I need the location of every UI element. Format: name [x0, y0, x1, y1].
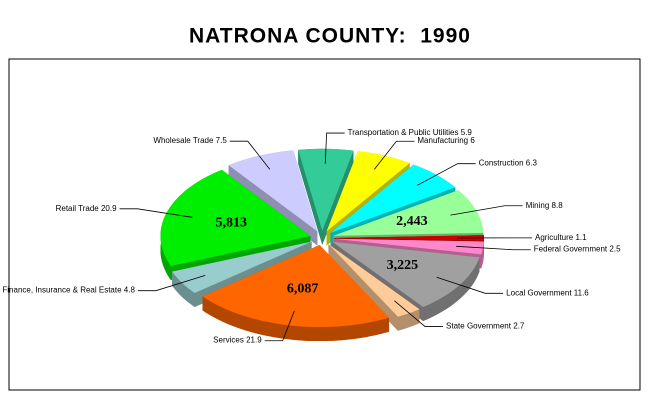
slice-value: 4.8: [124, 286, 136, 295]
slice-label: Transportation & Public Utilities 5.9: [348, 128, 473, 137]
slice-side: [202, 296, 390, 342]
category-name: Wholesale Trade: [153, 136, 214, 145]
slice-top: [202, 245, 390, 328]
slice-top: [160, 169, 311, 267]
slice-top: [333, 238, 484, 255]
category-name: Mining: [526, 201, 550, 210]
slice-count: 2,443: [396, 214, 428, 229]
slice-top: [172, 241, 312, 293]
leader-line: [417, 163, 476, 186]
slice-side: [423, 257, 480, 322]
slice-label: Construction 6.3: [479, 159, 538, 168]
category-name: Federal Government: [534, 245, 608, 254]
chart-title: NATRONA COUNTY: 1990: [189, 25, 471, 48]
slice-top: [326, 151, 410, 232]
category-name: Retail Trade: [56, 204, 100, 213]
slice-value: 1.1: [575, 233, 587, 242]
leader-line: [137, 274, 206, 292]
slice-top: [328, 244, 420, 317]
slice-label: State Government 2.7: [446, 322, 525, 331]
category-name: Local Government: [506, 288, 572, 297]
category-name: Manufacturing: [417, 136, 468, 145]
slice-count: 3,225: [387, 258, 419, 273]
slice-value: 21.9: [246, 336, 262, 345]
slice-count: 5,813: [215, 216, 247, 231]
slice-value: 7.5: [216, 136, 228, 145]
slice-label: Agriculture 1.1: [535, 233, 587, 242]
category-name: Construction: [479, 159, 524, 168]
slice-value: 11.6: [574, 288, 590, 297]
leader-line: [119, 208, 193, 218]
slice-value: 2.5: [609, 245, 621, 254]
leader-line: [264, 310, 295, 342]
leader-line: [436, 276, 504, 294]
slice-label: Local Government 11.6: [506, 288, 589, 297]
leader-line: [324, 132, 345, 164]
slice-label: Retail Trade 20.9: [56, 204, 117, 213]
slice-top: [333, 190, 484, 236]
leader-line: [229, 140, 271, 170]
slice-side: [322, 150, 354, 245]
slice-label: Finance, Insurance & Real Estate 4.8: [2, 286, 135, 295]
slice-label: Wholesale Trade 7.5: [153, 136, 227, 145]
leader-line: [373, 140, 415, 170]
slice-side: [298, 149, 323, 245]
category-name: Agriculture: [535, 233, 574, 242]
slice-top: [298, 148, 354, 231]
leader-line: [394, 300, 444, 327]
category-name: Finance, Insurance & Real Estate: [2, 286, 122, 295]
category-name: Transportation & Public Utilities: [348, 128, 459, 137]
category-name: Services: [213, 336, 244, 345]
slice-label: Services 21.9: [213, 336, 262, 345]
slice-label: Federal Government 2.5: [534, 245, 621, 254]
slice-top: [332, 241, 480, 308]
leader-line: [456, 245, 531, 251]
slice-label: Manufacturing 6: [417, 136, 475, 145]
chart-frame: [8, 58, 641, 391]
slice: [298, 148, 354, 245]
slice-label: Mining 8.8: [526, 201, 563, 210]
slice-value: 5.9: [461, 128, 473, 137]
slice-top: [228, 150, 318, 232]
slice-count: 6,087: [287, 281, 319, 296]
slice-value: 2.7: [513, 322, 525, 331]
slice-value: 8.8: [552, 201, 564, 210]
slice-value: 20.9: [101, 204, 117, 213]
slice-value: 6.3: [526, 159, 538, 168]
leader-line: [450, 205, 523, 216]
slice-top: [334, 235, 484, 241]
category-name: State Government: [446, 322, 512, 331]
slice-value: 6: [470, 136, 475, 145]
slice: [202, 245, 390, 342]
